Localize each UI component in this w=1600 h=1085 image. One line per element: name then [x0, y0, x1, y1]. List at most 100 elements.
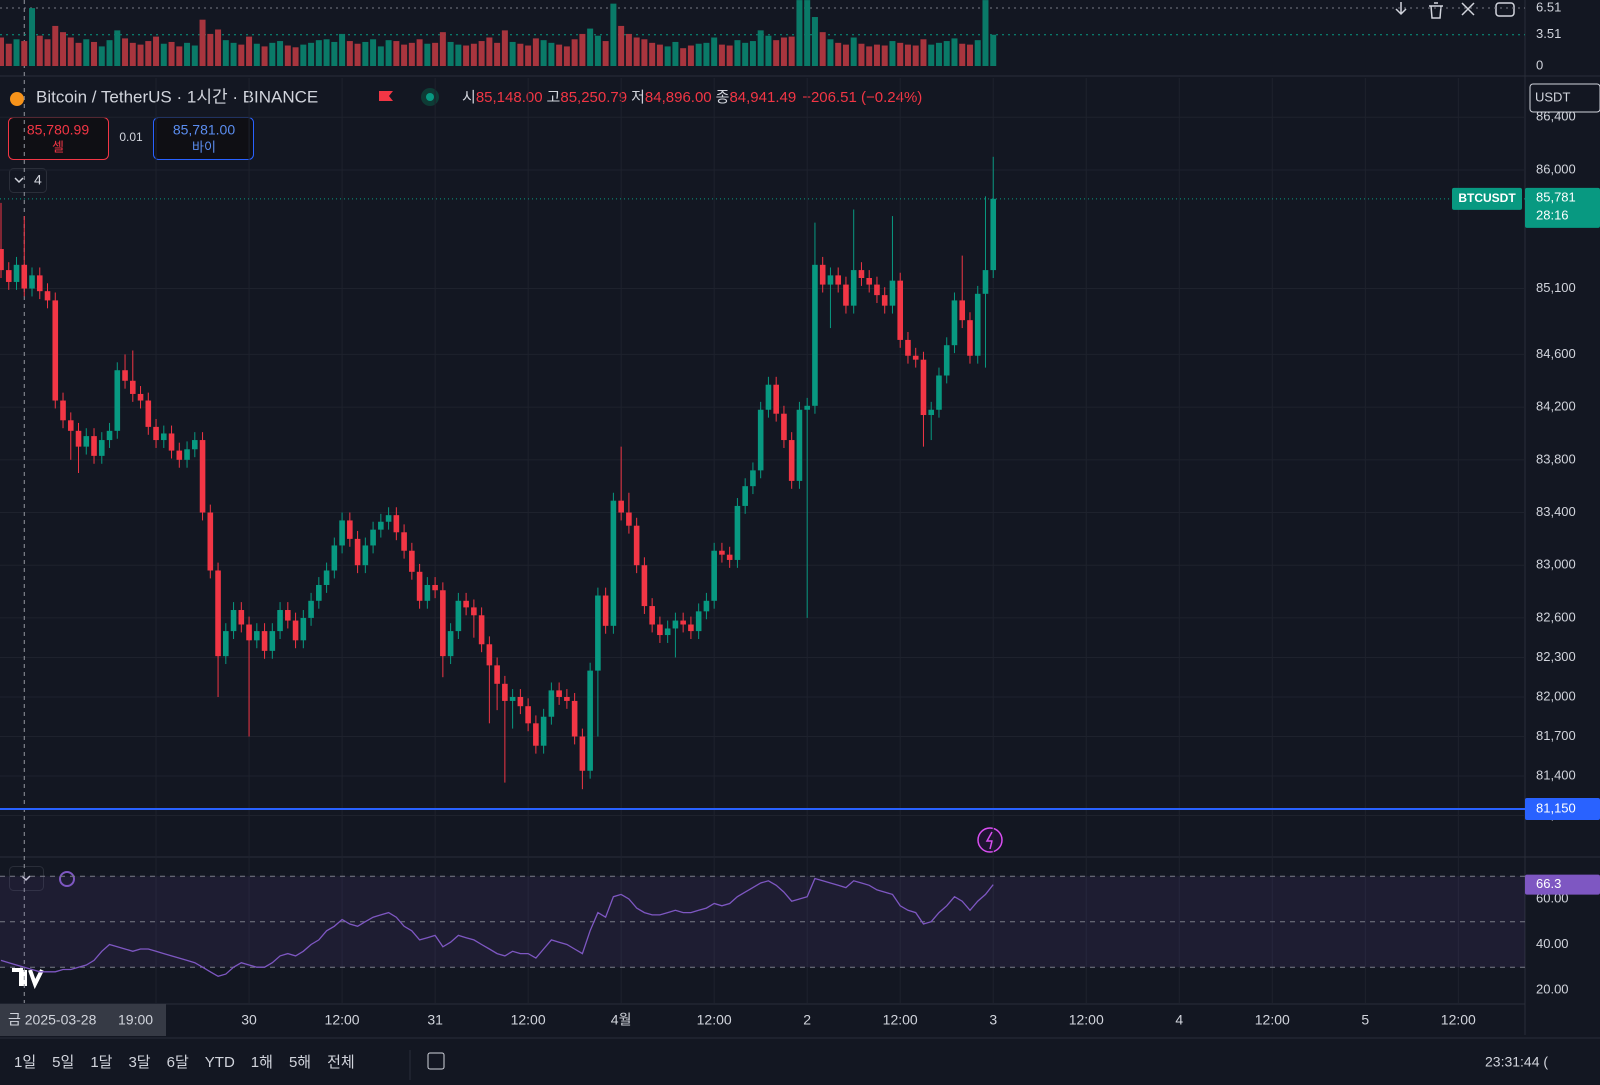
rsi-icon[interactable]	[59, 871, 75, 887]
candle-body	[943, 345, 950, 376]
candle-body	[525, 706, 531, 724]
sell-price: 85,780.99	[27, 122, 89, 138]
candle-body	[215, 570, 221, 657]
range-button[interactable]: 전체	[327, 1054, 355, 1071]
candle-body	[60, 400, 66, 421]
price-tag	[1525, 187, 1600, 228]
candle-body	[409, 550, 415, 572]
volume-bar	[641, 39, 648, 66]
lightning-icon	[985, 831, 993, 850]
candle-body	[153, 426, 159, 441]
volume-bar	[788, 36, 795, 66]
volume-bar	[277, 41, 284, 66]
candle-body	[657, 624, 663, 636]
event-marker[interactable]	[977, 827, 1003, 853]
candle-body	[447, 631, 454, 657]
collapse-button[interactable]	[1461, 2, 1475, 16]
range-button[interactable]: 5해	[289, 1054, 311, 1071]
candle-body	[788, 440, 795, 481]
volume-bar	[478, 41, 485, 66]
volume-bar	[331, 41, 338, 66]
x-tick-label: 12:00	[883, 1012, 918, 1028]
candle-body	[742, 486, 748, 506]
market-status-dot	[426, 93, 434, 101]
y-tick-label: 84,600	[1536, 346, 1576, 361]
volume-bar	[664, 46, 671, 66]
volume-bar	[990, 34, 997, 66]
range-button[interactable]: 1달	[90, 1054, 112, 1071]
plot-layer: 0 30 12:00 31 12:00 4월 12:00 2 12:00 3 12:00 4 12:00…	[0, 0, 1600, 1028]
candle-body	[688, 624, 694, 632]
date-range-button[interactable]	[427, 1052, 445, 1070]
delete-button[interactable]	[1429, 2, 1443, 19]
candle-body	[75, 430, 82, 447]
ohlc-label: 저	[631, 89, 645, 106]
volume-bar	[811, 17, 818, 66]
candle-body	[160, 433, 167, 441]
volume-bar	[339, 33, 346, 66]
candle-body	[424, 584, 431, 601]
candle-body	[36, 275, 43, 292]
volume-bar	[122, 38, 129, 66]
range-button[interactable]: 5일	[52, 1054, 74, 1071]
volume-bar	[36, 35, 43, 66]
currency-button[interactable]	[1529, 83, 1600, 113]
y-tick-label: 20.00	[1536, 981, 1569, 996]
volume-bar	[5, 43, 12, 66]
range-button[interactable]: 1해	[251, 1054, 273, 1071]
indicators-toggle[interactable]	[9, 168, 47, 193]
volume-bar	[447, 41, 454, 66]
volume-bar	[199, 19, 206, 66]
candle-body	[432, 584, 438, 591]
volume-bar	[951, 38, 958, 66]
range-button[interactable]: 6달	[167, 1054, 189, 1071]
range-button[interactable]: 3달	[128, 1054, 150, 1071]
volume-bar	[501, 30, 508, 67]
range-button[interactable]: 1일	[14, 1054, 36, 1071]
volume-bar	[540, 40, 547, 66]
indicators-count: 4	[34, 172, 42, 188]
candle-body	[649, 606, 655, 625]
candle-body	[114, 370, 121, 431]
candle-body	[571, 700, 578, 737]
quantity[interactable]: 0.01	[119, 130, 143, 144]
volume-bar	[13, 39, 20, 66]
y-tick-label: 84,200	[1536, 399, 1576, 414]
volume-bar	[594, 35, 601, 66]
rsi-tag	[1525, 874, 1600, 895]
x-tick-label: 30	[241, 1012, 257, 1028]
volume-bar	[602, 41, 609, 66]
candle-body	[540, 716, 547, 746]
y-tick-label: 86,000	[1536, 161, 1576, 176]
volume-bar	[579, 33, 586, 66]
range-button[interactable]: YTD	[205, 1054, 235, 1071]
volume-bar	[408, 42, 415, 66]
candle-body	[897, 280, 904, 340]
candle-body	[680, 620, 686, 625]
volume-bar	[0, 37, 5, 66]
move-down-button[interactable]	[1395, 2, 1407, 16]
candle-body	[556, 690, 562, 697]
clock: 23:31:44 (	[1485, 1054, 1548, 1070]
y-tick-label: 85,100	[1536, 280, 1576, 295]
volume-bar	[517, 43, 524, 66]
flag-icon[interactable]	[379, 91, 393, 101]
price-line-tag	[1525, 797, 1600, 820]
volume-bar	[439, 32, 446, 66]
candle-body	[920, 359, 927, 416]
volume-bar	[943, 41, 950, 66]
candle-body	[517, 696, 524, 707]
candle-body	[137, 393, 144, 401]
candle-body	[0, 249, 4, 271]
maximize-button[interactable]	[1495, 2, 1515, 17]
x-tick-label: 12:00	[511, 1012, 546, 1028]
volume-bar	[416, 39, 423, 66]
candle-body	[486, 644, 493, 666]
sell-label: 셀	[52, 139, 64, 154]
ohlc-label: 시	[462, 89, 476, 106]
candle-body	[711, 550, 717, 601]
symbol-title[interactable]: Bitcoin / TetherUS · 1시간 · BINANCE	[36, 87, 318, 106]
volume-bar	[835, 42, 842, 66]
volume-bar	[160, 43, 167, 66]
